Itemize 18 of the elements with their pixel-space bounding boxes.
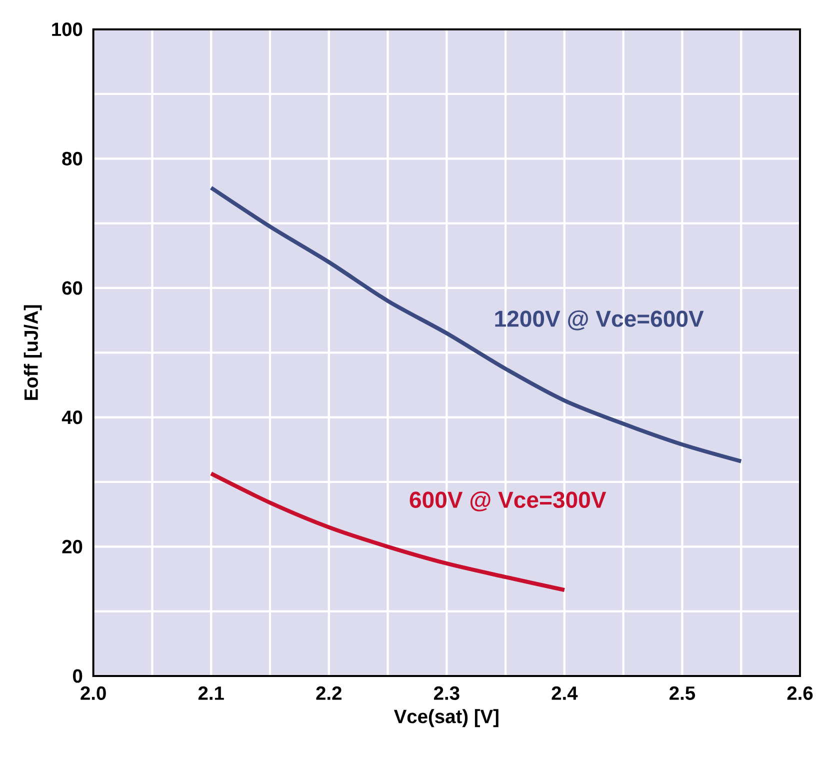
y-tick-label: 0 bbox=[73, 669, 82, 683]
series-label: 1200V @ Vce=600V bbox=[495, 310, 704, 330]
x-tick-label: 2.4 bbox=[552, 686, 578, 700]
y-tick-label: 100 bbox=[52, 22, 82, 36]
x-tick-label: 2.3 bbox=[434, 686, 460, 700]
x-tick-label: 2.2 bbox=[316, 686, 342, 700]
y-tick-label: 40 bbox=[62, 410, 82, 424]
y-axis-title: Eoff [uJ/A] bbox=[24, 305, 42, 400]
x-axis-title: Vce(sat) [V] bbox=[394, 709, 498, 728]
x-tick-label: 2.0 bbox=[80, 686, 106, 700]
x-tick-label: 2.1 bbox=[198, 686, 224, 700]
y-tick-label: 20 bbox=[62, 540, 82, 554]
y-tick-label: 60 bbox=[62, 281, 82, 295]
x-tick-label: 2.5 bbox=[670, 686, 696, 700]
y-tick-label: 80 bbox=[62, 152, 82, 166]
line-series bbox=[209, 186, 744, 464]
series-label: 600V @ Vce=300V bbox=[410, 492, 606, 512]
x-tick-label: 2.6 bbox=[787, 686, 813, 700]
